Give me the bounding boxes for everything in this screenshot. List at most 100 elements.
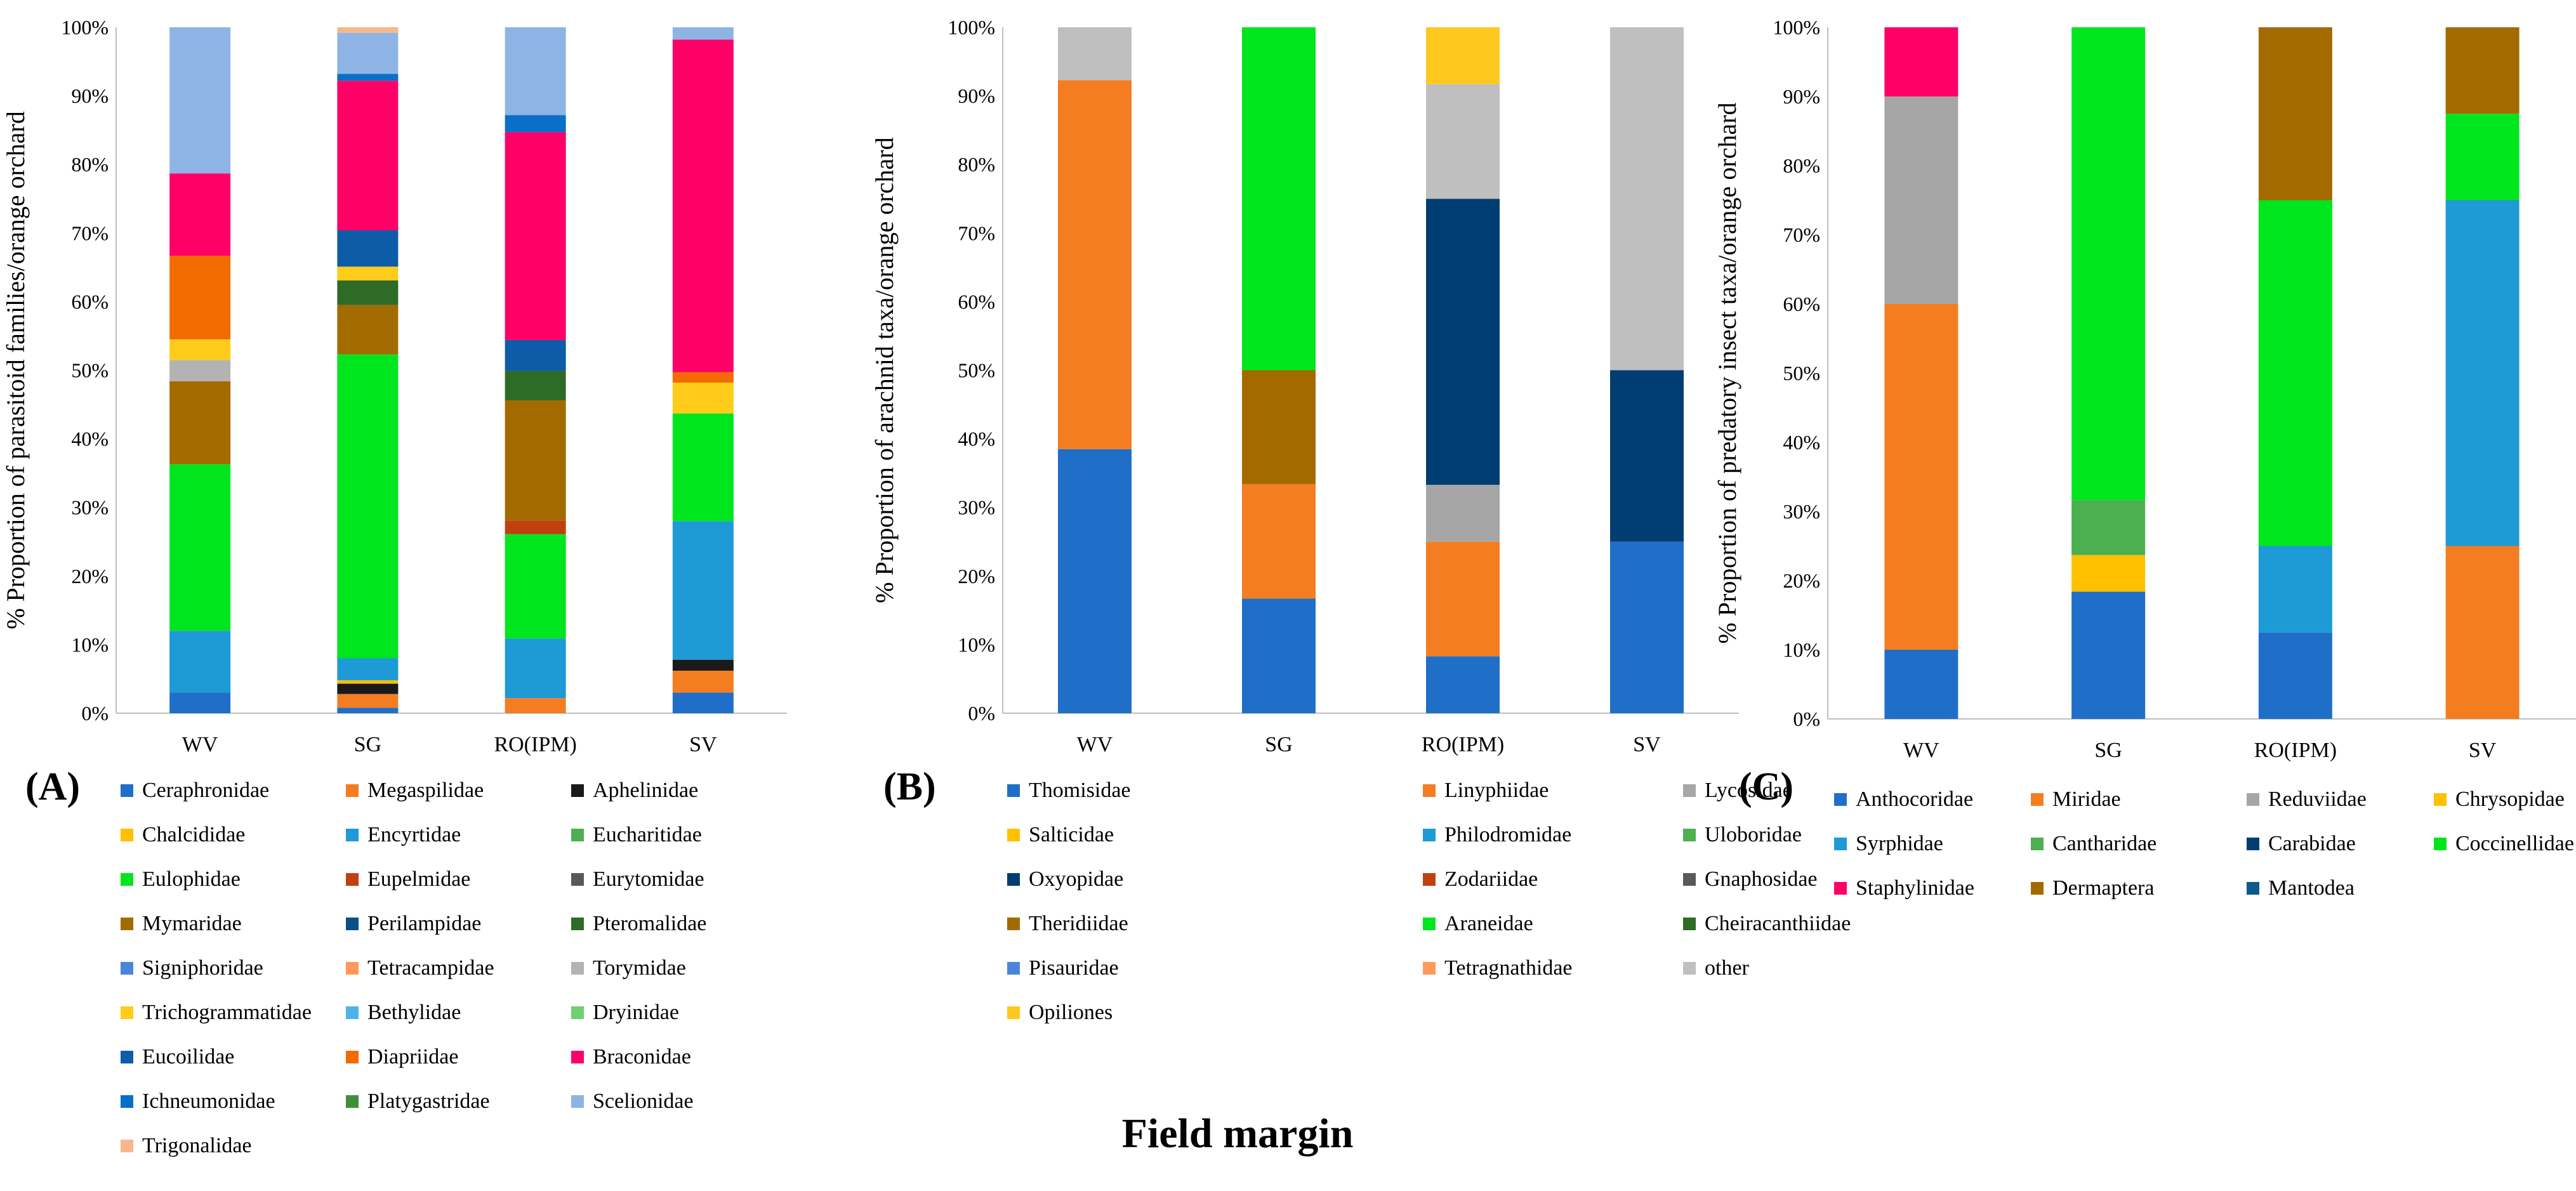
legend-swatch [1683, 873, 1696, 886]
bar-wv-encyrtidae [169, 631, 231, 693]
y-tick-label: 80% [958, 153, 995, 176]
bar-ro-ipm-linyphiidae [1426, 541, 1500, 657]
bar-sg-cantharidae [2071, 500, 2146, 555]
bar-sv-eulophidae [672, 413, 734, 522]
bar-sg-braconidae [337, 81, 399, 230]
legend-swatch [1683, 784, 1696, 797]
bar-sg-chrysopidae [2071, 555, 2146, 592]
legend-label: Aphelinidae [593, 779, 698, 802]
bar-wv-scelionidae [169, 27, 231, 174]
x-tick-label-ro-ipm: RO(IPM) [1422, 733, 1504, 756]
legend-swatch [346, 1051, 359, 1063]
bar-wv-mymaridae [169, 381, 231, 464]
legend-label: Tetragnathidae [1444, 956, 1573, 980]
legend-item-pteromalidae: Pteromalidae [571, 912, 706, 935]
bar-sv-thomisidae [1610, 541, 1684, 713]
legend-swatch [1007, 829, 1020, 841]
bar-ro-ipm-ichneumonidae [505, 115, 566, 133]
legend-item-tetracampidae: Tetracampidae [346, 956, 494, 980]
bar-sg-aphelinidae [337, 683, 399, 694]
x-tick-label-sv: SV [689, 733, 717, 756]
bar-ro-ipm-coccinellidae [2258, 200, 2332, 546]
legend-label: Mantodea [2268, 876, 2355, 900]
bar-sv-diapriidae [672, 372, 734, 383]
bar-wv-trichogrammatidae [169, 339, 231, 360]
bar-wv-thomisidae [1058, 449, 1132, 713]
bar-ro-ipm-eucoilidae [505, 339, 566, 371]
bar-sg-theridiidae [1242, 370, 1316, 484]
bar-sg-encyrtidae [337, 658, 399, 681]
legend-swatch [571, 873, 584, 886]
legend-item-torymidae: Torymidae [571, 956, 686, 980]
legend-item-anthocoridae: Anthocoridae [1834, 787, 1973, 811]
legend-label: Chalcididae [142, 823, 245, 846]
legend-label: Trichogrammatidae [142, 1001, 312, 1024]
y-tick-label: 10% [1783, 638, 1820, 661]
bar-wv-diapriidae [169, 255, 231, 339]
legend-item-scelionidae: Scelionidae [571, 1089, 694, 1113]
legend-label: Torymidae [593, 956, 686, 980]
panel-label: (B) [883, 765, 936, 808]
legend-swatch [121, 1095, 133, 1108]
x-tick-label-sg: SG [1265, 733, 1292, 756]
panel-label: (C) [1739, 765, 1793, 808]
bar-sg-araneidae [1242, 27, 1316, 371]
legend-item-opiliones: Opiliones [1007, 1001, 1113, 1024]
legend-label: Oxyopidae [1029, 867, 1123, 891]
y-tick-label: 40% [958, 428, 995, 451]
y-tick-label: 10% [71, 633, 109, 656]
legend-item-ichneumonidae: Ichneumonidae [121, 1089, 275, 1113]
bar-sg-megaspilidae [337, 694, 399, 708]
bar-sv-braconidae [672, 39, 734, 372]
legend-item-diapriidae: Diapriidae [346, 1045, 459, 1069]
y-tick-label: 30% [958, 496, 995, 519]
bar-wv-miridae [1884, 304, 1958, 650]
legend-item-uloboridae: Uloboridae [1683, 823, 1802, 846]
legend-swatch [121, 1006, 133, 1019]
y-tick-label: 60% [1783, 293, 1820, 315]
bar-sv-scelionidae [672, 27, 734, 40]
legend-label: Platygastridae [367, 1089, 490, 1113]
legend-swatch [1423, 918, 1436, 930]
y-tick-label: 0% [81, 702, 109, 725]
legend-item-gnaphosidae: Gnaphosidae [1683, 867, 1818, 891]
y-tick-label: 0% [1793, 707, 1820, 730]
legend-item-chalcididae: Chalcididae [121, 823, 245, 846]
legend-item-lycosidae: Lycosidae [1683, 779, 1792, 802]
bar-wv-linyphiidae [1058, 80, 1132, 449]
legend-swatch [121, 873, 133, 886]
legend-item-reduviidae: Reduviidae [2247, 787, 2367, 811]
legend-item-trigonalidae: Trigonalidae [121, 1134, 252, 1157]
legend-swatch [121, 1140, 133, 1152]
y-tick-label: 70% [958, 221, 995, 244]
legend-swatch [1834, 793, 1847, 806]
legend-swatch [121, 1051, 133, 1063]
x-tick-label-ro-ipm: RO(IPM) [494, 733, 576, 756]
bar-ro-ipm-lycosidae [1426, 485, 1500, 542]
bar-sg-ceraphronidae [337, 707, 399, 713]
legend-swatch [1007, 1006, 1020, 1019]
x-tick-label-sg: SG [2094, 739, 2122, 762]
bar-sg-pteromalidae [337, 280, 399, 305]
legend-swatch [1007, 962, 1020, 975]
y-tick-label: 90% [71, 84, 109, 107]
bar-sg-trichogrammatidae [337, 266, 399, 280]
bar-ro-ipm-encyrtidae [505, 638, 566, 699]
bar-wv-eulophidae [169, 464, 231, 631]
legend-label: Eucharitidae [593, 823, 702, 846]
legend-swatch [571, 829, 584, 841]
bar-sv-coccinellidae [2445, 114, 2520, 201]
legend-swatch [346, 829, 359, 841]
legend-label: Syrphidae [1856, 832, 1943, 855]
y-axis-title: % Proportion of arachnid taxa/orange orc… [870, 137, 899, 603]
legend-item-araneidae: Araneidae [1423, 912, 1533, 935]
legend-label: Eurytomidae [593, 867, 704, 891]
x-tick-label-sv: SV [1633, 733, 1661, 756]
legend-label: Lycosidae [1705, 779, 1792, 802]
bar-sv-other [1610, 27, 1684, 371]
y-tick-label: 60% [958, 290, 995, 313]
legend-swatch [121, 918, 133, 930]
y-tick-label: 90% [1783, 85, 1820, 108]
